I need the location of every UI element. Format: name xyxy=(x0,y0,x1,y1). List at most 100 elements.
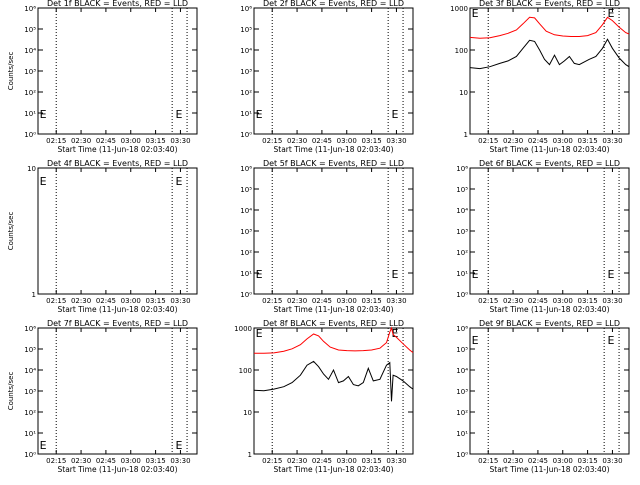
x-tick-label: 02:45 xyxy=(528,457,548,465)
y-tick-label: 10¹ xyxy=(240,270,252,278)
e-marker: E xyxy=(472,268,479,281)
x-tick-label: 03:30 xyxy=(602,137,622,145)
plot-frame xyxy=(469,327,630,455)
plot-frame xyxy=(253,7,414,135)
e-marker: E xyxy=(607,334,614,347)
y-tick-label: 10⁰ xyxy=(240,131,252,139)
x-tick-label: 03:15 xyxy=(578,297,598,305)
x-tick-label: 03:15 xyxy=(146,137,166,145)
y-tick-label: 10⁶ xyxy=(456,165,468,173)
x-tick-label: 02:15 xyxy=(262,457,282,465)
y-tick-label: 10⁰ xyxy=(456,451,468,459)
x-tick-label: 02:15 xyxy=(46,137,66,145)
y-tick-label: 10³ xyxy=(24,388,36,396)
plot-frame xyxy=(37,7,198,135)
x-tick-label: 03:00 xyxy=(337,297,357,305)
y-tick-label: 1000 xyxy=(234,325,252,333)
x-tick-label: 03:00 xyxy=(337,137,357,145)
x-tick-label: 02:15 xyxy=(478,457,498,465)
x-axis-label: Start Time (11-Jun-18 02:03:40) xyxy=(58,305,178,314)
y-axis-label: Counts/sec xyxy=(7,212,15,251)
e-marker: E xyxy=(607,268,614,281)
lld-series-line xyxy=(254,326,414,354)
lld-series-line xyxy=(469,16,630,39)
e-marker: E xyxy=(256,268,263,281)
y-tick-label: 10⁰ xyxy=(456,291,468,299)
x-tick-label: 03:30 xyxy=(170,137,190,145)
y-tick-label: 10⁵ xyxy=(24,346,36,354)
x-axis-label: Start Time (11-Jun-18 02:03:40) xyxy=(490,465,610,474)
y-tick-label: 10⁵ xyxy=(24,26,36,34)
x-tick-label: 02:30 xyxy=(503,297,523,305)
x-tick-label: 03:15 xyxy=(146,457,166,465)
x-tick-label: 02:15 xyxy=(262,137,282,145)
y-axis-label: Counts/sec xyxy=(7,372,15,411)
chart-panel-7: Det 7f BLACK = Events, RED = LLD 02:15 02:… xyxy=(7,319,198,474)
plot-frame xyxy=(253,327,414,455)
y-tick-label: 10⁵ xyxy=(240,26,252,34)
x-tick-label: 03:30 xyxy=(170,297,190,305)
e-marker: E xyxy=(175,108,182,121)
y-tick-label: 1 xyxy=(464,131,468,139)
e-marker: E xyxy=(256,327,263,340)
y-tick-label: 10¹ xyxy=(24,430,36,438)
y-tick-label: 10⁶ xyxy=(240,5,252,13)
y-tick-label: 10⁰ xyxy=(240,291,252,299)
x-tick-label: 03:30 xyxy=(602,457,622,465)
chart-panel-8: Det 8f BLACK = Events, RED = LLD 02:15 02:… xyxy=(234,319,414,474)
y-tick-label: 10² xyxy=(456,249,468,257)
x-tick-label: 02:30 xyxy=(287,297,307,305)
y-tick-label: 10¹ xyxy=(456,430,468,438)
y-tick-label: 10¹ xyxy=(456,270,468,278)
x-tick-label: 03:30 xyxy=(386,457,406,465)
x-tick-label: 03:30 xyxy=(386,137,406,145)
x-axis-label: Start Time (11-Jun-18 02:03:40) xyxy=(490,305,610,314)
chart-panel-6: Det 6f BLACK = Events, RED = LLD 02:15 02:… xyxy=(456,159,630,314)
x-axis-label: Start Time (11-Jun-18 02:03:40) xyxy=(274,145,394,154)
y-tick-label: 10⁵ xyxy=(456,186,468,194)
plot-frame xyxy=(37,327,198,455)
y-tick-label: 10 xyxy=(459,89,468,97)
x-tick-label: 02:30 xyxy=(287,137,307,145)
chart-title: Det 9f BLACK = Events, RED = LLD xyxy=(479,319,620,328)
e-marker: E xyxy=(256,108,263,121)
y-tick-label: 1 xyxy=(32,291,36,299)
y-tick-label: 10² xyxy=(240,89,252,97)
e-marker: E xyxy=(40,175,47,188)
y-tick-label: 10² xyxy=(240,249,252,257)
x-tick-label: 02:45 xyxy=(312,457,332,465)
x-tick-label: 03:00 xyxy=(553,457,573,465)
x-tick-label: 02:30 xyxy=(71,137,91,145)
y-tick-label: 10⁶ xyxy=(24,325,36,333)
x-tick-label: 02:45 xyxy=(312,297,332,305)
y-tick-label: 10³ xyxy=(456,388,468,396)
x-tick-label: 02:15 xyxy=(478,297,498,305)
e-marker: E xyxy=(391,108,398,121)
x-tick-label: 02:15 xyxy=(262,297,282,305)
y-tick-label: 100 xyxy=(239,367,252,375)
x-tick-label: 03:00 xyxy=(121,297,141,305)
x-axis-label: Start Time (11-Jun-18 02:03:40) xyxy=(274,465,394,474)
x-tick-label: 02:45 xyxy=(528,297,548,305)
x-tick-label: 02:30 xyxy=(503,137,523,145)
y-tick-label: 10³ xyxy=(456,228,468,236)
e-marker: E xyxy=(607,7,614,20)
x-tick-label: 03:00 xyxy=(553,137,573,145)
chart-panel-9: Det 9f BLACK = Events, RED = LLD 02:15 02:… xyxy=(456,319,630,474)
y-tick-label: 10¹ xyxy=(240,110,252,118)
e-marker: E xyxy=(391,268,398,281)
plot-frame xyxy=(469,167,630,295)
y-tick-label: 10⁶ xyxy=(240,165,252,173)
x-tick-label: 02:15 xyxy=(46,297,66,305)
x-axis-label: Start Time (11-Jun-18 02:03:40) xyxy=(58,145,178,154)
y-tick-label: 10⁴ xyxy=(24,47,36,55)
e-marker: E xyxy=(175,175,182,188)
e-marker: E xyxy=(40,439,47,452)
plot-frame xyxy=(37,167,198,295)
plot-frame xyxy=(469,7,630,135)
y-tick-label: 10 xyxy=(243,409,252,417)
x-tick-label: 03:30 xyxy=(170,457,190,465)
x-tick-label: 02:15 xyxy=(478,137,498,145)
